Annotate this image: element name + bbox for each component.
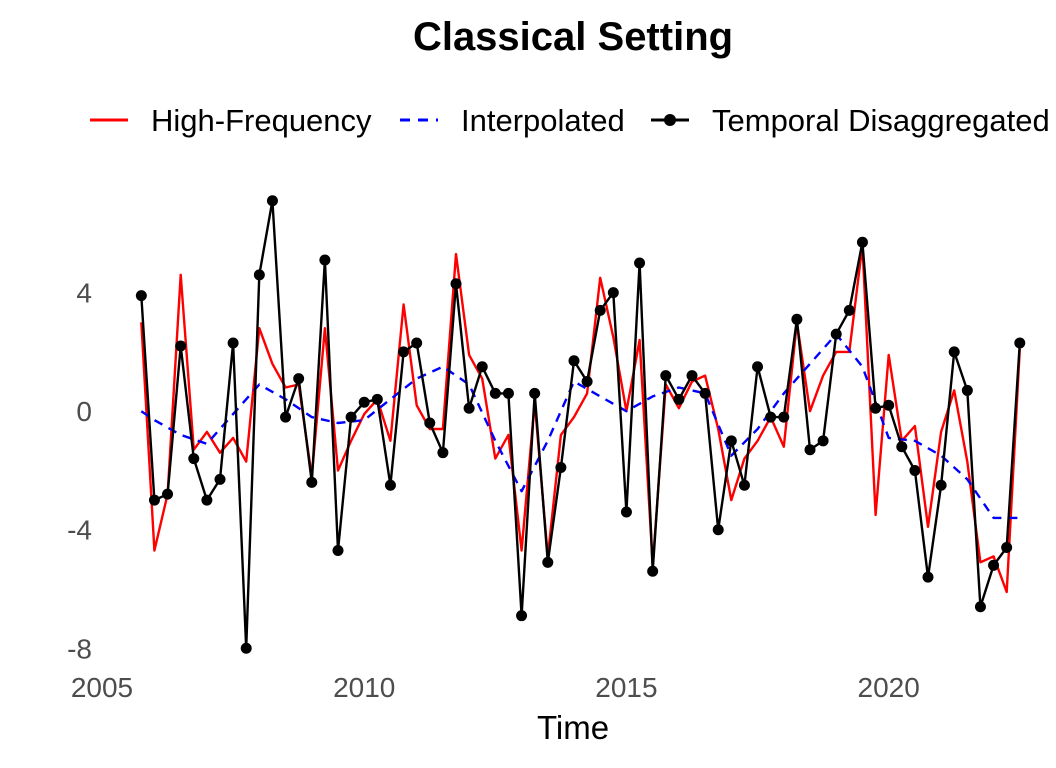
y-tick-label-3: 4	[76, 278, 92, 309]
y-tick-label-1: -4	[67, 515, 92, 546]
data-point-temporal-disaggregated	[148, 494, 160, 506]
data-point-temporal-disaggregated	[581, 376, 593, 388]
data-point-temporal-disaggregated	[227, 337, 239, 349]
x-axis-title: Time	[537, 709, 609, 746]
data-point-temporal-disaggregated	[686, 370, 698, 382]
data-point-temporal-disaggregated	[371, 393, 383, 405]
data-point-temporal-disaggregated	[384, 479, 396, 491]
data-point-temporal-disaggregated	[253, 269, 265, 281]
data-point-temporal-disaggregated	[214, 473, 226, 485]
x-tick-label-0: 2005	[71, 672, 133, 703]
data-point-temporal-disaggregated	[332, 544, 344, 556]
data-point-temporal-disaggregated	[974, 601, 986, 613]
data-point-temporal-disaggregated	[647, 565, 659, 577]
data-point-temporal-disaggregated	[922, 571, 934, 583]
data-point-temporal-disaggregated	[345, 411, 357, 423]
legend-key-temporal-disaggregated-marker	[664, 114, 676, 126]
chart-title: Classical Setting	[413, 15, 733, 59]
data-point-temporal-disaggregated	[712, 524, 724, 536]
data-point-temporal-disaggregated	[502, 387, 514, 399]
x-tick-label-1: 2010	[333, 672, 395, 703]
data-point-temporal-disaggregated	[542, 556, 554, 568]
data-point-temporal-disaggregated	[280, 411, 292, 423]
data-point-temporal-disaggregated	[988, 559, 1000, 571]
legend-label-interpolated: Interpolated	[461, 103, 625, 138]
data-point-temporal-disaggregated	[568, 355, 580, 367]
data-point-temporal-disaggregated	[293, 373, 305, 385]
data-point-temporal-disaggregated	[175, 340, 187, 352]
data-point-temporal-disaggregated	[883, 399, 895, 411]
data-point-temporal-disaggregated	[463, 402, 475, 414]
data-point-temporal-disaggregated	[358, 396, 370, 408]
data-point-temporal-disaggregated	[529, 387, 541, 399]
data-point-temporal-disaggregated	[607, 287, 619, 299]
data-point-temporal-disaggregated	[1001, 542, 1013, 554]
plot-area	[135, 195, 1026, 654]
data-point-temporal-disaggregated	[555, 461, 567, 473]
data-point-temporal-disaggregated	[201, 494, 213, 506]
data-point-temporal-disaggregated	[738, 479, 750, 491]
data-point-temporal-disaggregated	[765, 411, 777, 423]
data-point-temporal-disaggregated	[830, 328, 842, 340]
data-point-temporal-disaggregated	[752, 361, 764, 373]
data-point-temporal-disaggregated	[240, 642, 252, 654]
data-point-temporal-disaggregated	[450, 278, 462, 290]
data-point-temporal-disaggregated	[424, 417, 436, 429]
y-tick-label-0: -8	[67, 633, 92, 664]
series-line-temporal-disaggregated	[140, 199, 1021, 650]
data-point-temporal-disaggregated	[634, 257, 646, 269]
data-point-temporal-disaggregated	[817, 435, 829, 447]
series-line-interpolated	[140, 332, 1020, 520]
data-point-temporal-disaggregated	[725, 435, 737, 447]
y-tick-label-2: 0	[76, 396, 92, 427]
data-point-temporal-disaggregated	[162, 488, 174, 500]
y-axis: -8 -4 0 4	[67, 278, 92, 665]
data-point-temporal-disaggregated	[437, 447, 449, 459]
data-point-temporal-disaggregated	[699, 387, 711, 399]
data-point-temporal-disaggregated	[188, 453, 200, 465]
x-axis: 2005 2010 2015 2020	[71, 672, 920, 703]
data-point-temporal-disaggregated	[489, 387, 501, 399]
legend: High-Frequency Interpolated Temporal Dis…	[90, 103, 1050, 138]
data-point-temporal-disaggregated	[961, 384, 973, 396]
series-line-high-frequency	[140, 243, 1021, 594]
data-point-temporal-disaggregated	[319, 254, 331, 266]
data-point-temporal-disaggregated	[948, 346, 960, 358]
data-point-temporal-disaggregated	[909, 464, 921, 476]
legend-label-high-frequency: High-Frequency	[151, 103, 372, 138]
data-point-temporal-disaggregated	[870, 402, 882, 414]
data-point-temporal-disaggregated	[660, 370, 672, 382]
x-tick-label-3: 2020	[858, 672, 920, 703]
legend-label-temporal-disaggregated: Temporal Disaggregated	[712, 103, 1050, 138]
data-point-temporal-disaggregated	[135, 290, 147, 302]
data-point-temporal-disaggregated	[804, 444, 816, 456]
data-point-temporal-disaggregated	[856, 236, 868, 248]
data-point-temporal-disaggregated	[673, 393, 685, 405]
data-point-temporal-disaggregated	[411, 337, 423, 349]
data-point-temporal-disaggregated	[306, 476, 318, 488]
data-point-temporal-disaggregated	[896, 441, 908, 453]
data-point-temporal-disaggregated	[935, 479, 947, 491]
data-point-temporal-disaggregated	[778, 411, 790, 423]
data-point-temporal-disaggregated	[266, 195, 278, 207]
data-point-temporal-disaggregated	[516, 610, 528, 622]
data-point-temporal-disaggregated	[843, 304, 855, 316]
data-point-temporal-disaggregated	[791, 313, 803, 325]
data-point-temporal-disaggregated	[594, 304, 606, 316]
data-point-temporal-disaggregated	[1014, 337, 1026, 349]
data-point-temporal-disaggregated	[476, 361, 488, 373]
data-point-temporal-disaggregated	[620, 506, 632, 518]
x-tick-label-2: 2015	[595, 672, 657, 703]
data-point-temporal-disaggregated	[398, 346, 410, 358]
